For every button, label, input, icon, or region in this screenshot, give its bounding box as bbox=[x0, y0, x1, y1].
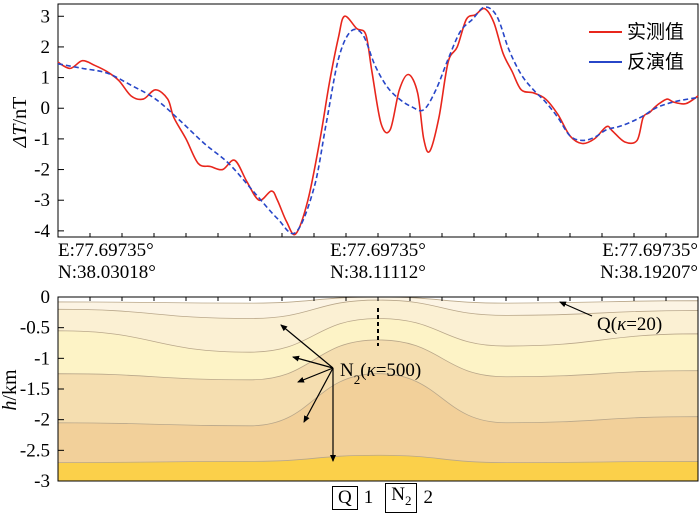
location-mid-e: E:77.69735° bbox=[330, 240, 426, 261]
series-measured bbox=[57, 7, 699, 236]
top-y-axis-label: ΔT/nT bbox=[9, 97, 31, 149]
model-layers bbox=[57, 296, 699, 482]
top-y-tick-label: -4 bbox=[34, 221, 50, 242]
top-y-tick-label: -2 bbox=[34, 160, 50, 181]
legend-box-q: Q bbox=[332, 486, 358, 510]
top-series-group bbox=[57, 6, 699, 236]
location-mid-n: N:38.11112° bbox=[330, 262, 426, 283]
top-y-tick-label: -3 bbox=[34, 190, 50, 211]
top-x-axis-ticks bbox=[57, 233, 699, 237]
model-layer-6 bbox=[57, 454, 699, 482]
location-end-e: E:77.69735° bbox=[602, 240, 698, 261]
legend-num-q: 1 bbox=[363, 487, 374, 508]
bottom-y-tick-label: -1 bbox=[34, 348, 50, 369]
legend-item-n2: N2 2 bbox=[385, 483, 433, 513]
magnetic-anomaly-chart: 3 2 1 0 -1 -2 -3 -4 ΔT/nT 实测值 反演值 bbox=[9, 3, 699, 242]
legend-item-q: Q 1 bbox=[332, 486, 373, 510]
top-legend: 实测值 反演值 bbox=[589, 21, 684, 73]
top-y-tick-label: -1 bbox=[34, 129, 50, 150]
model-layer-5 bbox=[57, 373, 699, 482]
legend-measured-label: 实测值 bbox=[627, 21, 684, 43]
top-y-tick-label: 2 bbox=[41, 37, 51, 58]
arrow-n2-4 bbox=[303, 367, 334, 423]
location-start-n: N:38.03018° bbox=[58, 262, 156, 283]
annotation-n2-label: N2(κ=500) bbox=[340, 360, 421, 387]
top-y-axis: 3 2 1 0 -1 -2 -3 -4 bbox=[34, 6, 64, 242]
bottom-y-tick-label: -2.5 bbox=[20, 440, 50, 461]
series-inverted bbox=[57, 6, 699, 235]
bottom-y-tick-label: -0.5 bbox=[20, 318, 50, 339]
top-y-tick-label: 0 bbox=[41, 98, 51, 119]
top-y-tick-label: 1 bbox=[41, 68, 51, 89]
bottom-y-tick-label: -3 bbox=[34, 471, 50, 492]
arrow-n2-1 bbox=[280, 324, 334, 369]
legend-num-n2: 2 bbox=[423, 487, 433, 508]
arrow-n2-2 bbox=[292, 355, 334, 369]
top-y-tick-label: 3 bbox=[41, 6, 51, 27]
legend-inverted-label: 反演值 bbox=[627, 51, 684, 73]
location-start-e: E:77.69735° bbox=[58, 240, 154, 261]
annotation-n2: N2(κ=500) bbox=[280, 324, 421, 462]
bottom-y-tick-label: -2 bbox=[34, 410, 50, 431]
model-section: 0 -0.5 -1 -1.5 -2 -2.5 -3 h/km Q(κ=20) N2(κ=50… bbox=[0, 287, 699, 492]
bottom-legend: Q 1 N2 2 bbox=[332, 483, 445, 513]
legend-box-n2: N2 bbox=[385, 483, 418, 513]
annotation-q-label: Q(κ=20) bbox=[597, 314, 662, 335]
annotation-q: Q(κ=20) bbox=[559, 301, 662, 335]
arrow-q bbox=[559, 301, 593, 317]
arrow-n2-3 bbox=[297, 367, 334, 383]
bottom-y-axis-label: h/km bbox=[0, 369, 21, 411]
location-labels: E:77.69735° N:38.03018° E:77.69735° N:38… bbox=[58, 240, 698, 283]
location-end-n: N:38.19207° bbox=[600, 262, 698, 283]
bottom-y-tick-label: -1.5 bbox=[20, 379, 50, 400]
top-plot-frame bbox=[57, 3, 699, 238]
bottom-y-axis: 0 -0.5 -1 -1.5 -2 -2.5 -3 bbox=[20, 287, 64, 492]
bottom-y-tick-label: 0 bbox=[41, 287, 51, 308]
bottom-x-axis-ticks bbox=[57, 297, 699, 301]
